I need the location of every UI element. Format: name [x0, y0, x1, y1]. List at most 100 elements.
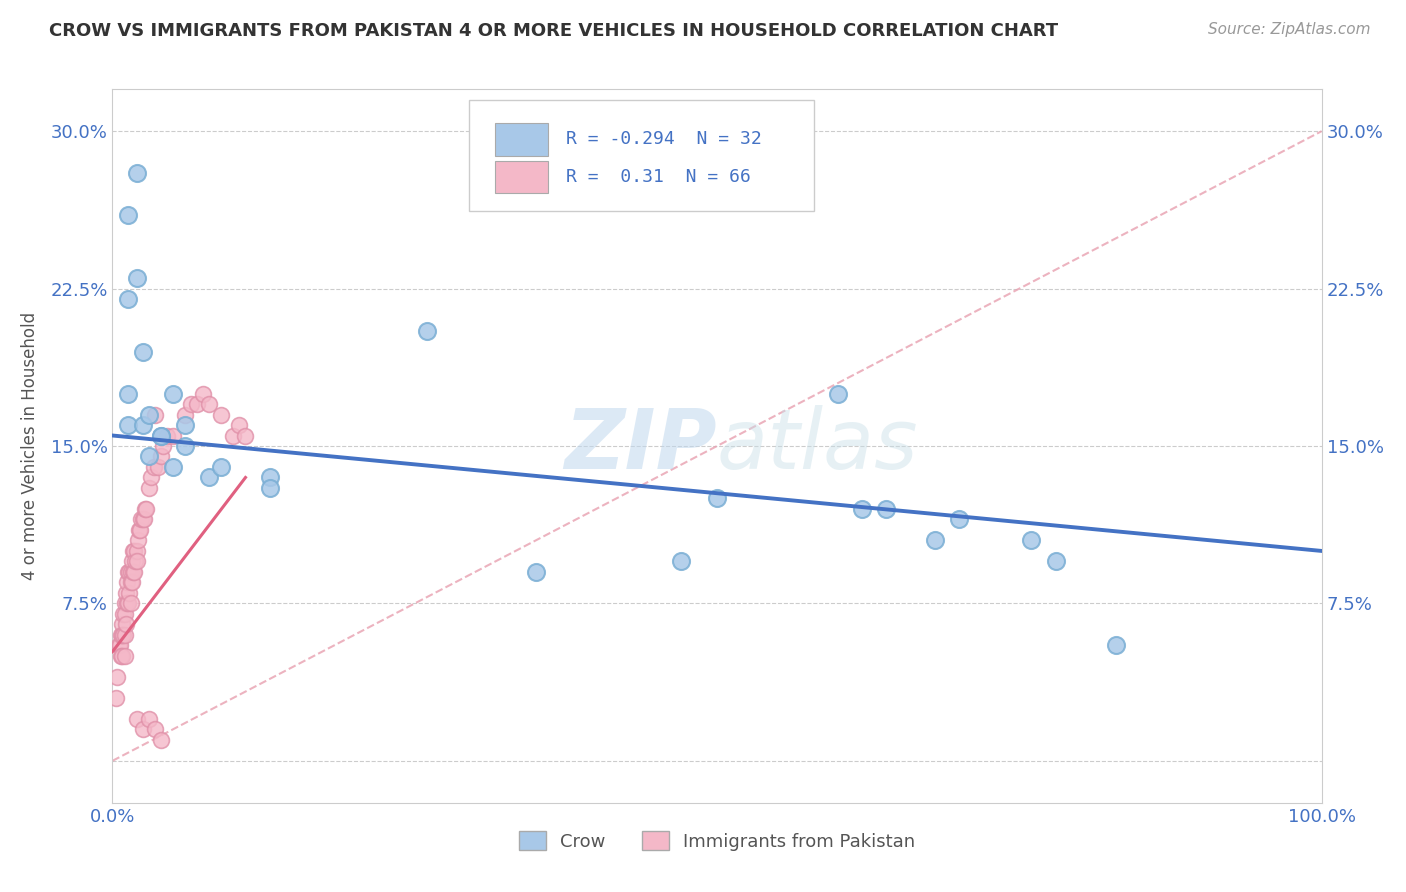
Point	[132, 417, 155, 432]
Point	[174, 408, 197, 422]
Point	[156, 428, 179, 442]
Point	[132, 344, 155, 359]
Point	[135, 502, 157, 516]
Point	[122, 544, 145, 558]
Point	[174, 417, 197, 432]
Y-axis label: 4 or more Vehicles in Household: 4 or more Vehicles in Household	[21, 312, 39, 580]
Point	[149, 428, 172, 442]
Point	[209, 460, 232, 475]
Point	[112, 607, 135, 621]
Point	[105, 670, 128, 684]
Point	[162, 386, 184, 401]
Point	[111, 628, 134, 642]
Point	[259, 481, 281, 495]
Point	[121, 575, 143, 590]
Point	[122, 565, 145, 579]
Point	[125, 554, 148, 568]
Point	[110, 648, 132, 663]
Point	[162, 460, 184, 475]
Point	[142, 460, 165, 475]
Point	[180, 397, 202, 411]
Point	[117, 417, 139, 432]
Point	[128, 523, 150, 537]
Point	[115, 596, 138, 610]
Point	[1045, 554, 1067, 568]
Point	[132, 512, 155, 526]
Point	[149, 732, 172, 747]
Point	[114, 596, 136, 610]
Point	[105, 690, 128, 705]
Point	[198, 470, 221, 484]
Point	[198, 397, 221, 411]
Point	[162, 428, 184, 442]
Point	[416, 324, 439, 338]
Point	[125, 544, 148, 558]
Point	[117, 386, 139, 401]
Point	[259, 470, 281, 484]
Point	[174, 439, 197, 453]
Point	[924, 533, 946, 548]
Text: CROW VS IMMIGRANTS FROM PAKISTAN 4 OR MORE VEHICLES IN HOUSEHOLD CORRELATION CHA: CROW VS IMMIGRANTS FROM PAKISTAN 4 OR MO…	[49, 22, 1059, 40]
Point	[127, 533, 149, 548]
Point	[191, 386, 214, 401]
Point	[141, 470, 163, 484]
Point	[131, 512, 153, 526]
Point	[186, 397, 208, 411]
Text: R =  0.31  N = 66: R = 0.31 N = 66	[565, 168, 751, 186]
Point	[138, 450, 160, 464]
Point	[1105, 639, 1128, 653]
Point	[209, 408, 232, 422]
Point	[117, 292, 139, 306]
Point	[138, 481, 160, 495]
Point	[117, 565, 139, 579]
Point	[125, 166, 148, 180]
Point	[125, 712, 148, 726]
Point	[124, 554, 146, 568]
Point	[875, 502, 897, 516]
Point	[117, 596, 139, 610]
Point	[222, 428, 245, 442]
Point	[121, 554, 143, 568]
Point	[111, 648, 134, 663]
Text: R = -0.294  N = 32: R = -0.294 N = 32	[565, 130, 762, 148]
Point	[148, 460, 170, 475]
Point	[120, 575, 142, 590]
Point	[1021, 533, 1043, 548]
Point	[118, 565, 141, 579]
Point	[112, 628, 135, 642]
Point	[138, 712, 160, 726]
Point	[115, 575, 138, 590]
Point	[129, 523, 152, 537]
Point	[122, 565, 145, 579]
Point	[110, 628, 132, 642]
Point	[114, 617, 136, 632]
Point	[114, 607, 136, 621]
Point	[132, 723, 155, 737]
Point	[851, 502, 873, 516]
Point	[152, 439, 174, 453]
Point	[107, 639, 129, 653]
Point	[235, 428, 257, 442]
Point	[228, 417, 250, 432]
Point	[114, 648, 136, 663]
Point	[118, 586, 141, 600]
Point	[827, 386, 849, 401]
Legend: Crow, Immigrants from Pakistan: Crow, Immigrants from Pakistan	[512, 824, 922, 858]
Point	[114, 586, 136, 600]
Point	[108, 639, 131, 653]
Point	[669, 554, 692, 568]
Point	[143, 408, 166, 422]
Point	[149, 450, 172, 464]
Point	[132, 512, 155, 526]
Point	[117, 208, 139, 222]
Point	[120, 596, 142, 610]
Text: atlas: atlas	[717, 406, 918, 486]
Point	[125, 271, 148, 285]
Point	[138, 408, 160, 422]
FancyBboxPatch shape	[470, 100, 814, 211]
Point	[122, 544, 145, 558]
Point	[114, 628, 136, 642]
Point	[149, 428, 172, 442]
FancyBboxPatch shape	[495, 123, 548, 155]
Text: ZIP: ZIP	[564, 406, 717, 486]
